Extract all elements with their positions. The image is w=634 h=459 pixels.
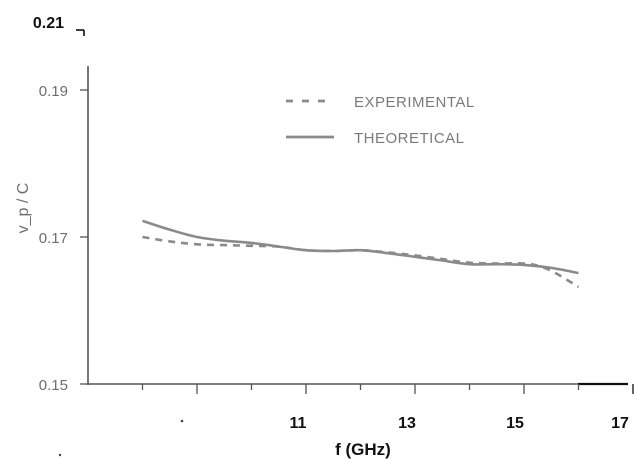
series-layer [142,219,580,289]
x-ticks [141,384,634,394]
x-tick-label-15: 15 [506,415,524,432]
legend-label-experimental: EXPERIMENTAL [354,94,475,111]
y-ticks [80,89,88,385]
series-line-theoretical [142,219,579,275]
scan-speck [58,453,62,457]
y-axis-label: v_p / C [15,183,32,234]
x-tick-label-17: 17 [611,415,629,432]
axes [76,29,628,386]
scan-speck [180,419,184,423]
series-line-experimental [142,235,580,289]
y-top-label: 0.21 [33,15,64,32]
legend-label-theoretical: THEORETICAL [354,130,465,147]
x-tick-label-13: 13 [398,415,416,432]
y-tick-label-0.15: 0.15 [39,377,68,394]
legend: EXPERIMENTAL THEORETICAL [286,94,475,147]
y-tick-label-0.19: 0.19 [39,83,68,100]
x-axis-label: f (GHz) [335,440,391,459]
x-tick-label-11: 11 [290,415,307,432]
y-tick-label-0.17: 0.17 [39,230,68,247]
